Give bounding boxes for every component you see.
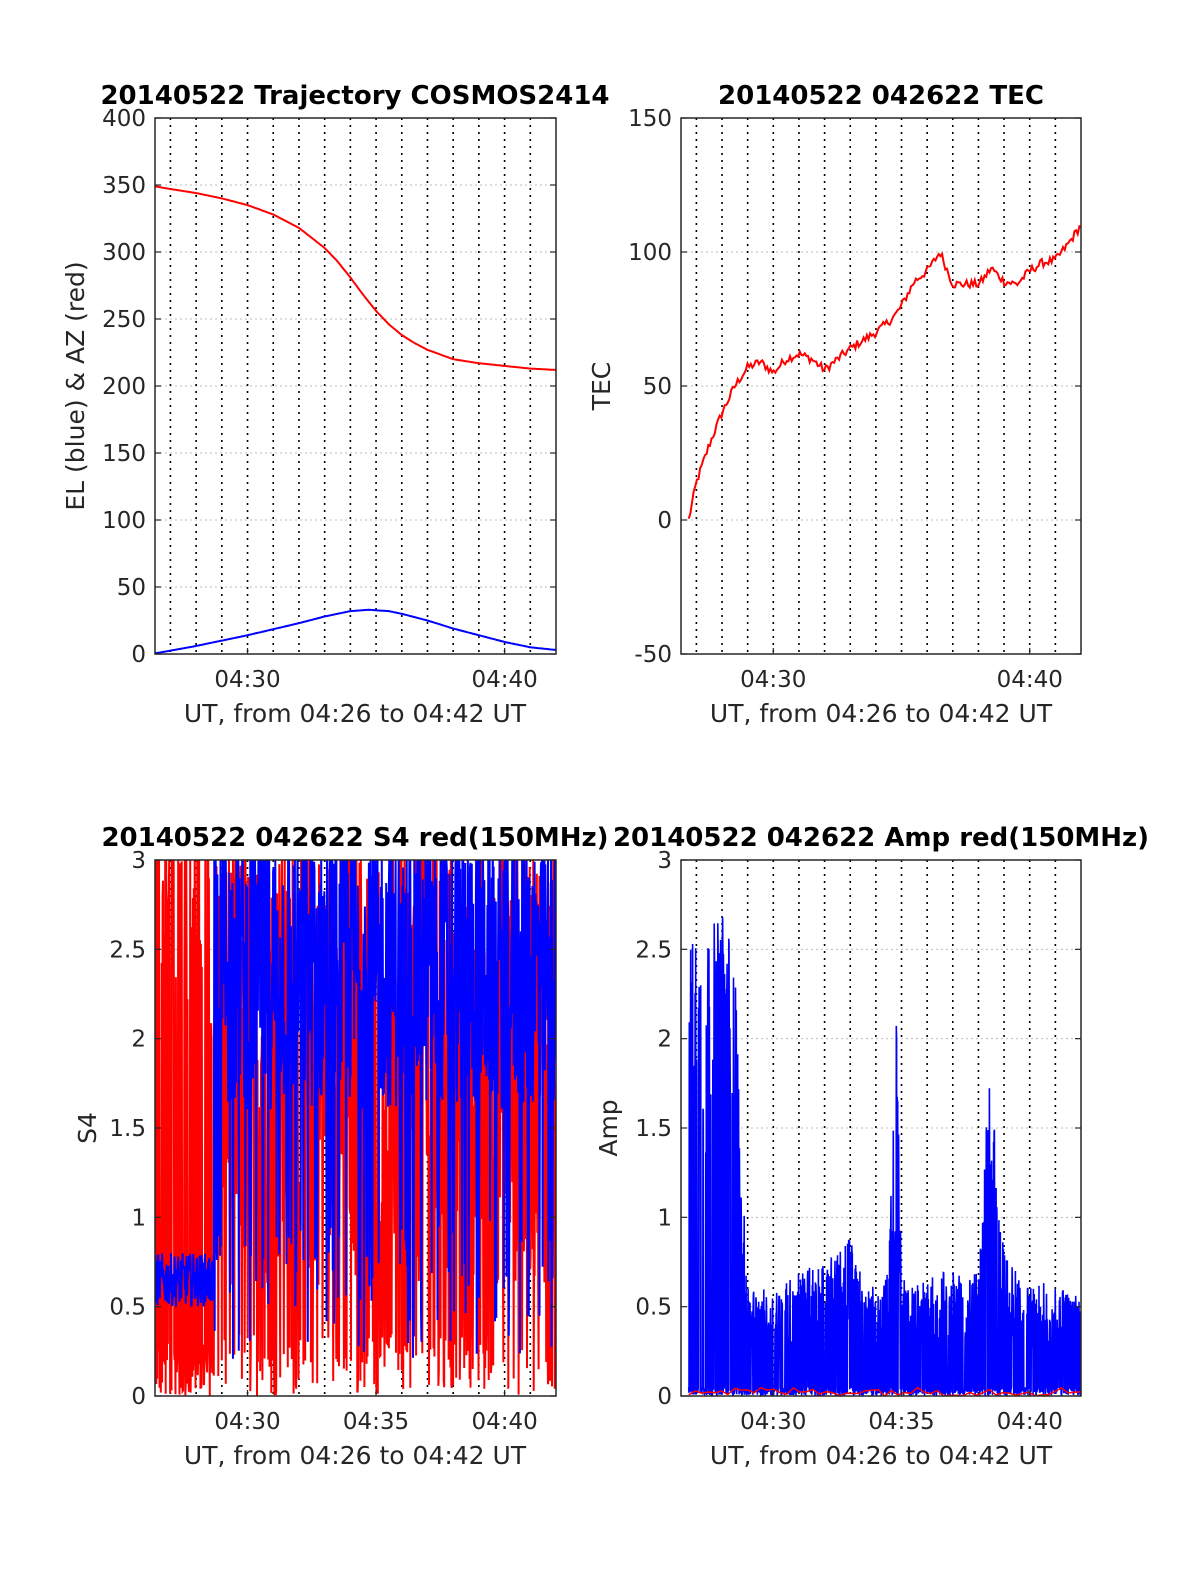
amp-ytick-label: 2 (657, 1027, 672, 1053)
trajectory-ytick-label: 100 (102, 508, 146, 534)
s4-ylabel: S4 (73, 1112, 102, 1144)
amp-ytick-label: 3 (657, 848, 672, 874)
amp-series-blue (687, 917, 1081, 1396)
amp-xtick-label: 04:30 (740, 1409, 806, 1435)
amp-ylabel: Amp (594, 1099, 623, 1156)
tec-ytick-label: 100 (628, 240, 672, 266)
tec-xtick-label: 04:40 (997, 667, 1063, 693)
trajectory-ytick-label: 300 (102, 240, 146, 266)
s4-ytick-label: 2 (131, 1027, 146, 1053)
trajectory-series-red (155, 185, 556, 371)
s4-ytick-label: 1.5 (109, 1116, 146, 1142)
s4-xtick-label: 04:35 (343, 1409, 409, 1435)
s4-series-group (155, 860, 556, 1396)
tec-title: 20140522 042622 TEC (718, 81, 1044, 111)
amp-ytick-label: 0 (657, 1384, 672, 1410)
s4-ytick-label: 1 (131, 1205, 146, 1231)
amp-ytick-label: 1 (657, 1205, 672, 1231)
trajectory-ytick-label: 50 (117, 575, 146, 601)
amp-title: 20140522 042622 Amp red(150MHz) (613, 823, 1149, 853)
s4-ytick-label: 3 (131, 848, 146, 874)
s4-panel: 0 0.5 1 1.5 2 2.5 3 04:30 04:35 04:40 20140522 04… (73, 823, 609, 1470)
trajectory-panel: 0 50 100 150 200 250 300 350 400 04:30 04:40 20140… (61, 81, 610, 728)
tec-xlabel: UT, from 04:26 to 04:42 UT (710, 699, 1053, 728)
tec-ytick-label: 50 (643, 374, 672, 400)
s4-xlabel: UT, from 04:26 to 04:42 UT (184, 1441, 527, 1470)
s4-ytick-label: 0 (131, 1384, 146, 1410)
tec-ytick-label: 150 (628, 106, 672, 132)
amp-xtick-label: 04:40 (997, 1409, 1063, 1435)
trajectory-xlabel: UT, from 04:26 to 04:42 UT (184, 699, 527, 728)
trajectory-xtick-label: 04:40 (471, 667, 537, 693)
trajectory-series-blue (155, 608, 556, 654)
amp-series-red (688, 1386, 1081, 1396)
s4-ytick-label: 0.5 (109, 1295, 146, 1321)
amp-ytick-label: 2.5 (635, 937, 672, 963)
s4-xtick-label: 04:40 (471, 1409, 537, 1435)
trajectory-ytick-label: 250 (102, 307, 146, 333)
s4-ytick-label: 2.5 (109, 937, 146, 963)
amp-series-group (687, 917, 1081, 1396)
tec-ytick-label: 0 (657, 508, 672, 534)
amp-xtick-label: 04:35 (868, 1409, 934, 1435)
trajectory-ytick-label: 0 (131, 642, 146, 668)
tec-ytick-label: -50 (634, 642, 672, 668)
tec-ylabel: TEC (587, 362, 616, 412)
trajectory-series-group (155, 185, 556, 654)
amp-xlabel: UT, from 04:26 to 04:42 UT (710, 1441, 1053, 1470)
s4-series-blue (155, 860, 556, 1359)
s4-xtick-label: 04:30 (214, 1409, 280, 1435)
trajectory-ytick-label: 150 (102, 441, 146, 467)
tec-series-group (687, 224, 1081, 520)
trajectory-xtick-label: 04:30 (214, 667, 280, 693)
tec-panel: -50 0 50 100 150 04:30 04:40 20140522 042622 T… (587, 81, 1082, 728)
trajectory-ytick-label: 200 (102, 374, 146, 400)
s4-title: 20140522 042622 S4 red(150MHz) (101, 823, 608, 853)
amp-panel: 0 0.5 1 1.5 2 2.5 3 04:30 04:35 04:40 20140522 04… (594, 823, 1149, 1470)
trajectory-ytick-label: 400 (102, 106, 146, 132)
tec-xtick-label: 04:30 (740, 667, 806, 693)
tec-series-red (687, 224, 1081, 520)
trajectory-ytick-label: 350 (102, 173, 146, 199)
amp-ytick-label: 0.5 (635, 1295, 672, 1321)
amp-ytick-label: 1.5 (635, 1116, 672, 1142)
trajectory-title: 20140522 Trajectory COSMOS2414 (100, 81, 609, 111)
trajectory-ylabel: EL (blue) & AZ (red) (61, 261, 90, 510)
